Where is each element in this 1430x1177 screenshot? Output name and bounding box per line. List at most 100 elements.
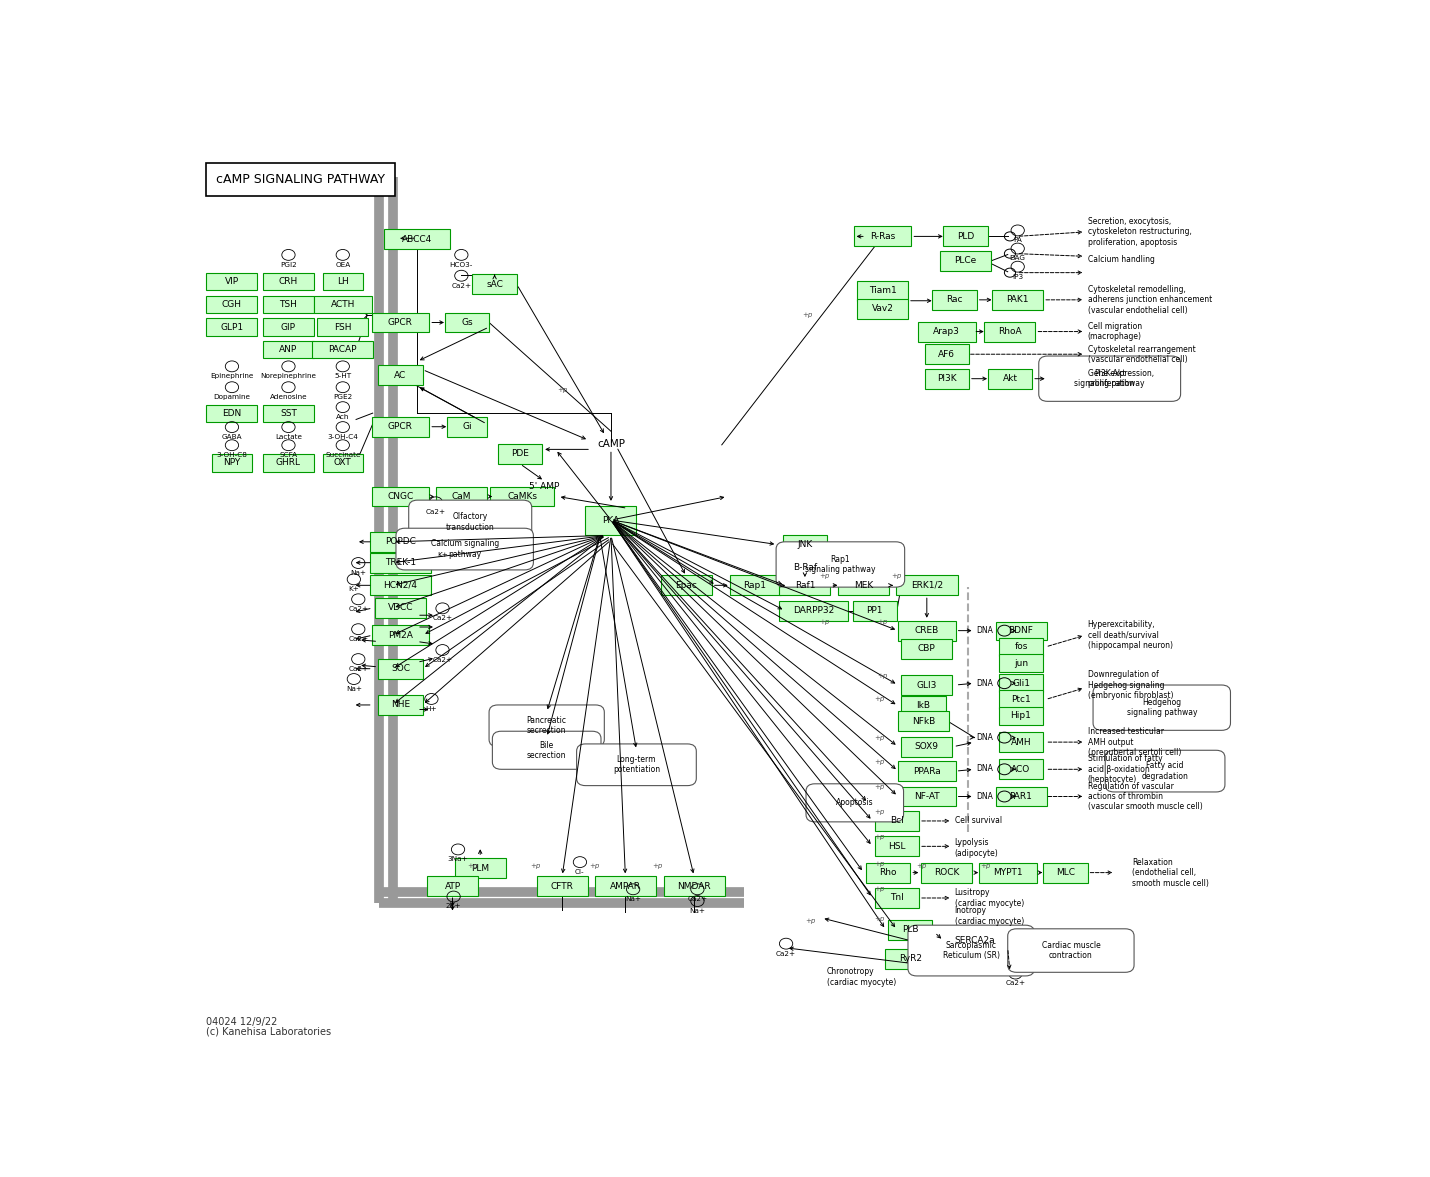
- FancyBboxPatch shape: [409, 500, 532, 544]
- FancyBboxPatch shape: [263, 273, 315, 291]
- Text: Gene expression,
proliferation: Gene expression, proliferation: [1087, 368, 1154, 388]
- Text: Fatty acid
degradation: Fatty acid degradation: [1141, 762, 1188, 780]
- Text: MLC: MLC: [1055, 869, 1075, 877]
- FancyBboxPatch shape: [372, 486, 429, 506]
- FancyBboxPatch shape: [898, 786, 955, 806]
- FancyBboxPatch shape: [370, 553, 430, 573]
- Text: Ca2+: Ca2+: [432, 657, 452, 663]
- Text: VDCC: VDCC: [388, 604, 413, 612]
- Text: GPCR: GPCR: [388, 423, 413, 431]
- Text: GABA: GABA: [222, 434, 242, 440]
- Text: 3Na+: 3Na+: [448, 857, 469, 863]
- Text: Vav2: Vav2: [871, 305, 894, 313]
- Text: 3-OH-C8: 3-OH-C8: [216, 452, 247, 458]
- Text: Chronotropy
(cardiac myocyte): Chronotropy (cardiac myocyte): [827, 967, 897, 986]
- Text: ACTH: ACTH: [330, 300, 355, 308]
- Text: PKA: PKA: [602, 516, 619, 525]
- Text: +p: +p: [877, 619, 888, 625]
- Text: fos: fos: [1014, 643, 1028, 651]
- Text: 3-OH-C4: 3-OH-C4: [327, 434, 358, 440]
- Text: K+: K+: [349, 586, 359, 592]
- Text: NMDAR: NMDAR: [678, 882, 711, 891]
- FancyBboxPatch shape: [661, 576, 712, 596]
- Text: GHRL: GHRL: [276, 459, 300, 467]
- Text: Lactate: Lactate: [275, 434, 302, 440]
- Text: 5' AMP: 5' AMP: [529, 483, 559, 491]
- Text: Adenosine: Adenosine: [270, 394, 307, 400]
- Text: +p: +p: [874, 916, 884, 922]
- Text: EDN: EDN: [222, 408, 242, 418]
- FancyBboxPatch shape: [779, 557, 831, 577]
- Text: SCFA: SCFA: [279, 452, 297, 458]
- Text: HCN2/4: HCN2/4: [383, 580, 418, 590]
- Text: Cardiac muscle
contraction: Cardiac muscle contraction: [1041, 940, 1100, 960]
- Text: Downregulation of
Hedgehog signaling
(embryonic fibroblast): Downregulation of Hedgehog signaling (em…: [1087, 670, 1173, 700]
- Text: Epinephrine: Epinephrine: [210, 373, 253, 379]
- Text: Ca2+: Ca2+: [452, 282, 472, 288]
- FancyBboxPatch shape: [448, 417, 486, 437]
- FancyBboxPatch shape: [875, 837, 919, 857]
- Text: Inotropy
(cardiac myocyte): Inotropy (cardiac myocyte): [955, 906, 1024, 926]
- FancyBboxPatch shape: [998, 638, 1042, 656]
- Text: OXT: OXT: [333, 459, 352, 467]
- Text: ABCC4: ABCC4: [402, 234, 432, 244]
- Text: PI3K-Akt
signaling pathway: PI3K-Akt signaling pathway: [1074, 368, 1145, 388]
- Text: Arap3: Arap3: [934, 327, 960, 337]
- Text: SST: SST: [280, 408, 297, 418]
- FancyBboxPatch shape: [576, 744, 696, 785]
- Text: +p: +p: [531, 863, 541, 870]
- Text: Bile
secrection: Bile secrection: [526, 740, 566, 760]
- Text: AMH: AMH: [1011, 738, 1031, 746]
- Text: IkB: IkB: [917, 701, 931, 711]
- Text: PP1: PP1: [867, 606, 882, 616]
- Text: NF-AT: NF-AT: [914, 792, 940, 802]
- Text: PGI2: PGI2: [280, 261, 297, 268]
- FancyBboxPatch shape: [263, 405, 315, 421]
- Text: NHE: NHE: [390, 700, 410, 710]
- Text: PGE2: PGE2: [333, 394, 352, 400]
- FancyBboxPatch shape: [206, 162, 395, 195]
- Text: IP3: IP3: [1012, 273, 1024, 280]
- FancyBboxPatch shape: [988, 368, 1032, 388]
- FancyBboxPatch shape: [944, 226, 988, 246]
- Text: DNA: DNA: [977, 679, 994, 687]
- Text: 2K+: 2K+: [446, 904, 462, 910]
- FancyBboxPatch shape: [445, 313, 489, 332]
- Text: Ach: Ach: [336, 414, 349, 420]
- Text: LH: LH: [337, 278, 349, 286]
- FancyBboxPatch shape: [729, 576, 781, 596]
- FancyBboxPatch shape: [901, 639, 952, 659]
- Text: 5-HT: 5-HT: [335, 373, 352, 379]
- Text: Norepinephrine: Norepinephrine: [260, 373, 316, 379]
- Text: CREB: CREB: [915, 626, 940, 636]
- Text: PDE: PDE: [511, 450, 529, 458]
- Text: Gi: Gi: [462, 423, 472, 431]
- Text: Calcium signaling
pathway: Calcium signaling pathway: [430, 539, 499, 559]
- FancyBboxPatch shape: [857, 281, 908, 301]
- Text: +p: +p: [892, 573, 902, 579]
- Text: Gs: Gs: [460, 318, 473, 327]
- Text: (c) Kanehisa Laboratories: (c) Kanehisa Laboratories: [206, 1026, 332, 1036]
- Text: Relaxation
(endothelial cell,
smooth muscle cell): Relaxation (endothelial cell, smooth mus…: [1133, 858, 1208, 887]
- Text: Ca2+: Ca2+: [349, 606, 369, 612]
- Text: Succinate: Succinate: [325, 452, 360, 458]
- Text: HCO3-: HCO3-: [449, 261, 473, 268]
- Text: +p: +p: [874, 834, 884, 840]
- Text: Calcium handling: Calcium handling: [1087, 254, 1154, 264]
- FancyBboxPatch shape: [378, 659, 423, 679]
- FancyBboxPatch shape: [940, 931, 1008, 951]
- Text: +p: +p: [874, 759, 884, 765]
- FancyBboxPatch shape: [995, 621, 1047, 640]
- FancyBboxPatch shape: [998, 706, 1042, 725]
- Text: Apoptosis: Apoptosis: [837, 798, 874, 807]
- Text: PLCe: PLCe: [954, 257, 977, 265]
- Text: Na+: Na+: [350, 570, 366, 576]
- FancyBboxPatch shape: [1038, 355, 1181, 401]
- Text: DNA: DNA: [977, 733, 994, 742]
- Text: CBP: CBP: [918, 644, 935, 653]
- Text: +p: +p: [468, 863, 478, 870]
- FancyBboxPatch shape: [492, 731, 601, 770]
- Text: CFTR: CFTR: [551, 882, 573, 891]
- Text: +p: +p: [805, 918, 815, 924]
- Text: PM2A: PM2A: [388, 631, 413, 639]
